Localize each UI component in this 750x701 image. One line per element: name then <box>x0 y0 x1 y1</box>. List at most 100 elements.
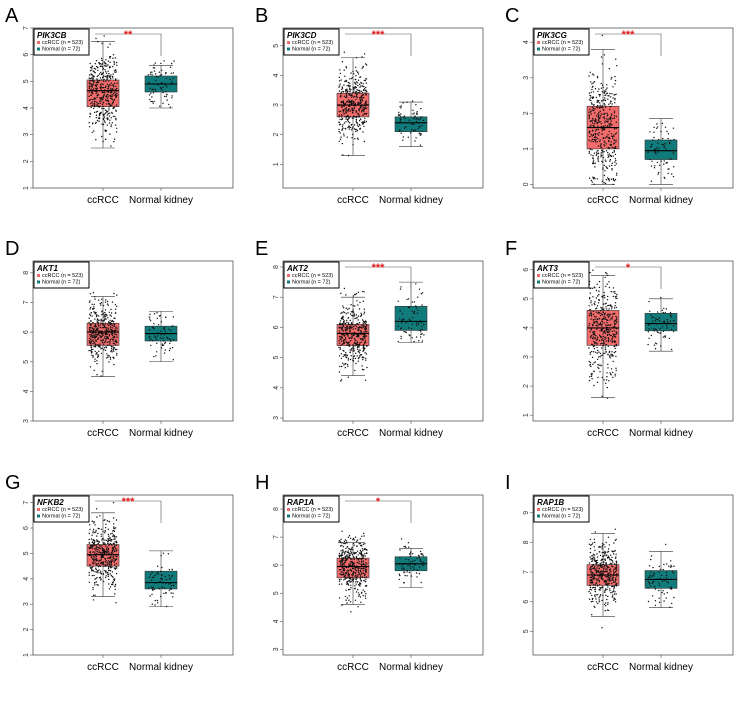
data-point <box>107 344 109 346</box>
data-point <box>171 62 173 65</box>
data-point <box>357 102 359 104</box>
data-point <box>348 122 351 124</box>
data-point <box>115 536 118 538</box>
data-point <box>408 559 410 561</box>
data-point <box>338 580 341 582</box>
data-point <box>362 123 364 125</box>
data-point <box>365 593 367 595</box>
data-point <box>109 563 111 566</box>
data-point <box>342 316 344 318</box>
data-point <box>350 349 353 351</box>
data-point <box>360 118 362 120</box>
data-point <box>103 519 105 522</box>
data-point <box>363 88 366 90</box>
data-point <box>115 78 117 80</box>
data-point <box>111 75 114 78</box>
data-point <box>591 572 594 574</box>
data-point <box>360 570 362 573</box>
data-point <box>410 132 412 134</box>
data-point <box>602 137 604 140</box>
data-point <box>353 567 355 569</box>
data-point <box>599 371 601 373</box>
data-point <box>665 574 668 577</box>
data-point <box>91 330 93 332</box>
data-point <box>340 101 343 104</box>
data-point <box>669 312 672 314</box>
data-point <box>590 99 592 102</box>
data-point <box>662 336 664 338</box>
data-point <box>397 325 399 327</box>
data-point <box>614 291 616 293</box>
data-point <box>593 351 595 353</box>
data-point <box>354 115 356 118</box>
legend-label: ccRCC (n = 523) <box>292 40 333 46</box>
data-point <box>102 312 105 314</box>
data-point <box>167 553 170 555</box>
legend-label: ccRCC (n = 523) <box>292 507 333 513</box>
data-point <box>342 355 344 358</box>
data-point <box>406 571 408 573</box>
data-point <box>349 313 352 315</box>
data-point <box>591 557 593 559</box>
data-point <box>349 601 352 603</box>
data-point <box>92 88 95 90</box>
data-point <box>420 293 422 295</box>
data-point <box>615 306 618 309</box>
data-point <box>591 106 594 109</box>
data-point <box>590 124 592 126</box>
data-point <box>650 585 652 587</box>
data-point <box>652 320 654 322</box>
data-point <box>94 318 96 320</box>
data-point <box>352 87 354 89</box>
data-point <box>602 338 604 340</box>
data-point <box>112 115 115 118</box>
data-point <box>110 347 113 349</box>
data-point <box>608 155 610 157</box>
data-point <box>149 313 151 315</box>
significance-bracket <box>345 33 412 56</box>
data-point <box>606 273 608 275</box>
y-tick-label: 5 <box>273 591 280 595</box>
data-point <box>91 98 93 101</box>
data-point <box>344 90 347 92</box>
data-point <box>342 557 344 559</box>
data-point <box>346 580 348 583</box>
data-point <box>596 562 599 564</box>
data-point <box>596 141 598 143</box>
data-point <box>612 117 614 120</box>
data-point <box>594 166 596 168</box>
legend-swatch <box>287 514 290 518</box>
data-point <box>96 328 99 331</box>
data-point <box>101 539 103 541</box>
data-point <box>363 86 365 88</box>
data-point <box>605 382 607 385</box>
data-point <box>97 41 99 43</box>
data-point <box>602 339 605 342</box>
data-point <box>610 178 613 180</box>
data-point <box>353 544 355 546</box>
data-point <box>602 168 604 170</box>
data-point <box>94 342 96 344</box>
data-point <box>352 537 355 540</box>
data-point <box>340 538 342 541</box>
data-point <box>606 167 609 169</box>
data-point <box>601 180 604 182</box>
data-point <box>103 120 106 122</box>
data-point <box>412 312 415 314</box>
data-point <box>401 318 404 321</box>
data-point <box>110 564 112 567</box>
data-point <box>594 122 596 125</box>
data-point <box>110 124 112 126</box>
jitter-points <box>588 528 618 629</box>
data-point <box>88 542 90 544</box>
data-point <box>654 588 657 590</box>
data-point <box>96 91 98 93</box>
data-point <box>662 590 664 592</box>
data-point <box>149 318 151 320</box>
data-point <box>365 82 368 84</box>
data-point <box>111 571 114 573</box>
data-point <box>96 94 99 97</box>
data-point <box>418 329 420 332</box>
data-point <box>654 348 657 350</box>
